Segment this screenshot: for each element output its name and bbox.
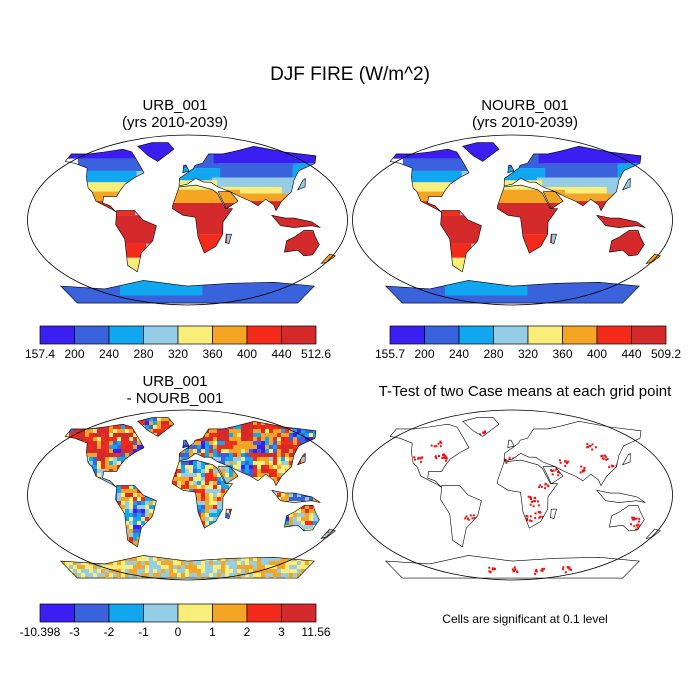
colorbar-urb-tick-label: 280 — [133, 347, 153, 361]
colorbar-urb-tick-label: 440 — [271, 347, 291, 361]
colorbar-urb-tick-label: 320 — [168, 347, 188, 361]
colorbar-nourb-tick-label: 440 — [621, 347, 641, 361]
colorbar-difference-tick-label: -1 — [138, 625, 149, 639]
panel-ttest-title: T-Test of two Case means at each grid po… — [378, 383, 672, 400]
main-title: DJF FIRE (W/m^2) — [270, 64, 430, 85]
colorbar-nourb-tick-label: 200 — [414, 347, 434, 361]
map-outline — [27, 409, 348, 581]
colorbar-difference-swatch — [246, 603, 282, 623]
colorbar-nourb-tick-label: 509.2 — [651, 347, 681, 361]
colorbar-nourb-tick-label: 280 — [483, 347, 503, 361]
map-urb — [27, 134, 348, 306]
panel-diff-title-line2: - NOURB_001 — [126, 390, 224, 407]
panel-nourb-title: NOURB_001 (yrs 2010-2039) — [375, 97, 675, 131]
map-outline — [352, 409, 673, 581]
map-fill — [60, 417, 336, 579]
map-ttest — [352, 409, 673, 581]
colorbar-difference-swatch — [177, 603, 213, 623]
colorbar-urb: 157.4 200 240 280 320 360 400 440 512.6 — [25, 325, 331, 361]
panel-nourb-title-line2: (yrs 2010-2039) — [472, 114, 578, 131]
colorbar-nourb-swatch — [458, 325, 494, 345]
colorbar-nourb-swatch — [631, 325, 667, 345]
map-fill — [413, 430, 643, 575]
colorbar-urb-tick-label: 157.4 — [25, 347, 55, 361]
colorbar-difference-swatch — [74, 603, 110, 623]
map-outline — [352, 134, 673, 306]
colorbar-urb-swatch — [143, 325, 179, 345]
colorbar-urb-tick-label: 200 — [64, 347, 84, 361]
colorbar-nourb-swatch — [527, 325, 563, 345]
colorbar-difference-tick-label: 1 — [209, 625, 216, 639]
colorbar-difference-tick-label: 3 — [278, 625, 285, 639]
colorbar-difference-tick-label: 11.56 — [301, 625, 330, 639]
colorbar-nourb: 155.7 200 240 280 320 360 400 440 509.2 — [375, 325, 681, 361]
panel-urb-title: URB_001 (yrs 2010-2039) — [25, 97, 325, 131]
map-outline — [27, 134, 348, 306]
colorbar-urb-tick-label: 360 — [202, 347, 222, 361]
map-difference — [27, 409, 348, 581]
colorbar-nourb-swatch — [424, 325, 460, 345]
colorbar-difference-tick-label: -10.398 — [20, 625, 61, 639]
panel-nourb-title-line1: NOURB_001 — [481, 97, 569, 114]
colorbar-urb-swatch — [108, 325, 144, 345]
colorbar-difference-swatch — [39, 603, 75, 623]
panel-diff-title: URB_001 - NOURB_001 — [25, 373, 325, 407]
colorbar-urb-swatch — [74, 325, 110, 345]
colorbar-nourb-tick-label: 320 — [518, 347, 538, 361]
significance-footnote: Cells are significant at 0.1 level — [442, 612, 608, 626]
colorbar-urb-swatch — [281, 325, 317, 345]
colorbar-difference-swatch — [108, 603, 144, 623]
colorbar-difference-tick-label: 2 — [244, 625, 251, 639]
panel-urb-title-line1: URB_001 — [142, 97, 208, 114]
colorbar-difference-swatch — [212, 603, 248, 623]
colorbar-urb-tick-label: 240 — [99, 347, 119, 361]
panel-urb-title-line2: (yrs 2010-2039) — [122, 114, 228, 131]
colorbar-difference-tick-label: 0 — [175, 625, 182, 639]
colorbar-difference: -10.398 -3 -2 -1 0 1 2 3 11.56 — [20, 603, 331, 639]
colorbar-difference-tick-label: -3 — [69, 625, 80, 639]
colorbar-nourb-swatch — [562, 325, 598, 345]
colorbar-nourb-tick-label: 400 — [587, 347, 607, 361]
colorbar-nourb-swatch — [493, 325, 529, 345]
colorbar-nourb-swatch — [596, 325, 632, 345]
colorbar-difference-swatch — [143, 603, 179, 623]
map-nourb — [352, 134, 673, 306]
colorbar-difference-tick-label: -2 — [104, 625, 115, 639]
colorbar-urb-swatch — [212, 325, 248, 345]
coastlines — [384, 417, 662, 579]
colorbar-nourb-tick-label: 240 — [449, 347, 469, 361]
panel-diff-title-line1: URB_001 — [142, 373, 208, 390]
colorbar-urb-swatch — [39, 325, 75, 345]
colorbar-nourb-tick-label: 360 — [552, 347, 572, 361]
colorbar-urb-swatch — [177, 325, 213, 345]
colorbar-urb-swatch — [246, 325, 282, 345]
colorbar-difference-swatch — [281, 603, 317, 623]
colorbar-nourb-tick-label: 155.7 — [375, 347, 405, 361]
colorbar-urb-tick-label: 512.6 — [301, 347, 331, 361]
colorbar-nourb-swatch — [389, 325, 425, 345]
colorbar-urb-tick-label: 400 — [237, 347, 257, 361]
